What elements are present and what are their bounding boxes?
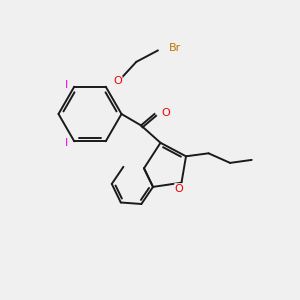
Text: O: O <box>113 76 122 86</box>
Text: I: I <box>64 80 68 90</box>
Text: O: O <box>175 184 184 194</box>
Text: Br: Br <box>169 43 182 53</box>
Text: O: O <box>161 108 170 118</box>
Text: I: I <box>64 138 68 148</box>
